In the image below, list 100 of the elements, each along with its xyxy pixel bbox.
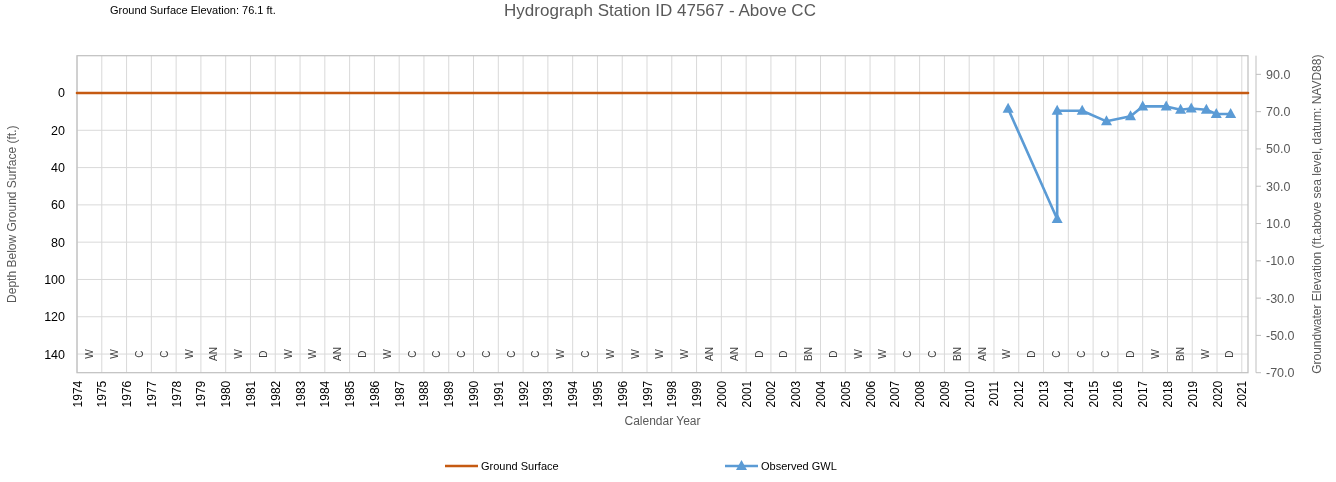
annotation: W <box>679 348 691 359</box>
point <box>1175 103 1187 114</box>
x-tick-label: 2008 <box>913 380 928 408</box>
annotation: D <box>827 350 839 358</box>
annotation: D <box>753 350 765 358</box>
x-tick-label: 1987 <box>392 380 407 408</box>
annotation: C <box>580 350 592 358</box>
annotation: D <box>778 350 790 358</box>
x-tick-label: 2014 <box>1061 380 1076 408</box>
x-tick-label: 1985 <box>343 380 358 408</box>
x-tick-label: 1988 <box>417 380 432 408</box>
y2-tick-label: 10.0 <box>1266 217 1291 232</box>
x-tick-label: 1996 <box>615 380 630 408</box>
annotation: C <box>505 350 517 358</box>
x-tick-label: 1977 <box>144 380 159 408</box>
chart-title: Hydrograph Station ID 47567 - Above CC <box>504 1 816 20</box>
y-tick-label: 60 <box>51 198 66 213</box>
annotation: W <box>604 348 616 359</box>
x-tick-label: 2010 <box>962 380 977 408</box>
x-tick-label: 1994 <box>566 380 581 408</box>
y-tick-label: 140 <box>44 347 66 362</box>
x-tick-label: 2004 <box>813 380 828 408</box>
annotation: C <box>927 350 939 358</box>
y-tick-label: 120 <box>44 310 66 325</box>
x-tick-label: 2020 <box>1210 380 1225 408</box>
annotation: W <box>852 348 864 359</box>
annotation: W <box>282 348 294 359</box>
y2-tick-label: 70.0 <box>1266 105 1291 120</box>
x-tick-label: 1983 <box>293 380 308 408</box>
x-tick-label: 2018 <box>1160 380 1175 408</box>
annotation: W <box>84 348 96 359</box>
point <box>1100 115 1112 126</box>
annotation: W <box>233 348 245 359</box>
annotation: C <box>406 350 418 358</box>
x-tick-label: 2002 <box>764 380 779 408</box>
x-tick-label: 2012 <box>1012 380 1027 408</box>
x-tick-label: 2007 <box>888 380 903 408</box>
y2-tick-label: -50.0 <box>1266 328 1295 343</box>
x-tick-label: 1978 <box>169 380 184 408</box>
point <box>1137 100 1149 111</box>
x-tick-label: 1979 <box>194 380 209 408</box>
annotation: C <box>1075 350 1087 358</box>
x-tick-label: 1980 <box>219 380 234 408</box>
x-tick-label: 1995 <box>590 380 605 408</box>
x-tick-label: 1986 <box>367 380 382 408</box>
x-tick-label: 1976 <box>120 380 135 408</box>
point <box>1160 100 1172 111</box>
annotation: W <box>307 348 319 359</box>
x-tick-label: 1984 <box>318 380 333 408</box>
y2-tick-label: 90.0 <box>1266 67 1291 82</box>
x-tick-label: 2017 <box>1136 380 1151 408</box>
chart-subtitle: Ground Surface Elevation: 76.1 ft. <box>110 4 276 16</box>
point <box>1076 104 1088 115</box>
annotation: AN <box>332 347 344 362</box>
legend-label: Observed GWL <box>761 460 837 472</box>
point <box>1210 108 1222 119</box>
x-tick-label: 2011 <box>987 380 1002 407</box>
annotation: AN <box>703 347 715 362</box>
point <box>1051 104 1063 115</box>
y2-axis-title: Groundwater Elevation (ft.above sea level, datum: NAVD88) <box>1310 54 1324 374</box>
x-tick-label: 1992 <box>516 380 531 408</box>
annotation: C <box>480 350 492 358</box>
annotation: AN <box>208 347 220 362</box>
y-tick-label: 0 <box>58 86 66 101</box>
x-tick-label: 2001 <box>739 380 754 408</box>
point <box>1200 103 1212 114</box>
y2-tick-label: 50.0 <box>1266 142 1291 157</box>
annotation: C <box>158 350 170 358</box>
annotation: W <box>555 348 567 359</box>
x-tick-label: 2021 <box>1235 380 1250 408</box>
annotation: C <box>1050 350 1062 358</box>
x-tick-label: 2006 <box>863 380 878 408</box>
annotation: AN <box>976 347 988 362</box>
x-tick-label: 2015 <box>1086 380 1101 408</box>
x-tick-label: 2019 <box>1185 380 1200 408</box>
y-tick-label: 100 <box>44 272 66 287</box>
y2-tick-label: -10.0 <box>1266 254 1295 269</box>
annotation: C <box>133 350 145 358</box>
x-tick-label: 1975 <box>95 380 110 408</box>
x-tick-label: 1981 <box>243 380 258 408</box>
y-axis-title: Depth Below Ground Surface (ft.) <box>5 125 19 303</box>
x-tick-label: 1982 <box>268 380 283 408</box>
annotation: D <box>357 350 369 358</box>
x-tick-label: 1974 <box>70 380 85 408</box>
x-tick-label: 2005 <box>838 380 853 408</box>
annotation: C <box>902 350 914 358</box>
annotation: AN <box>728 347 740 362</box>
y-tick-label: 20 <box>51 123 66 138</box>
x-tick-label: 1993 <box>541 380 556 408</box>
x-tick-label: 1991 <box>491 380 506 408</box>
annotation: D <box>1125 350 1137 358</box>
y2-tick-label: -30.0 <box>1266 291 1295 306</box>
annotation: D <box>1026 350 1038 358</box>
annotation: W <box>1199 348 1211 359</box>
x-tick-label: 2000 <box>714 380 729 408</box>
annotation: W <box>1150 348 1162 359</box>
x-tick-label: 2016 <box>1111 380 1126 408</box>
x-tick-label: 2013 <box>1037 380 1052 408</box>
annotation: BN <box>951 347 963 362</box>
x-axis-title: Calendar Year <box>624 414 701 428</box>
